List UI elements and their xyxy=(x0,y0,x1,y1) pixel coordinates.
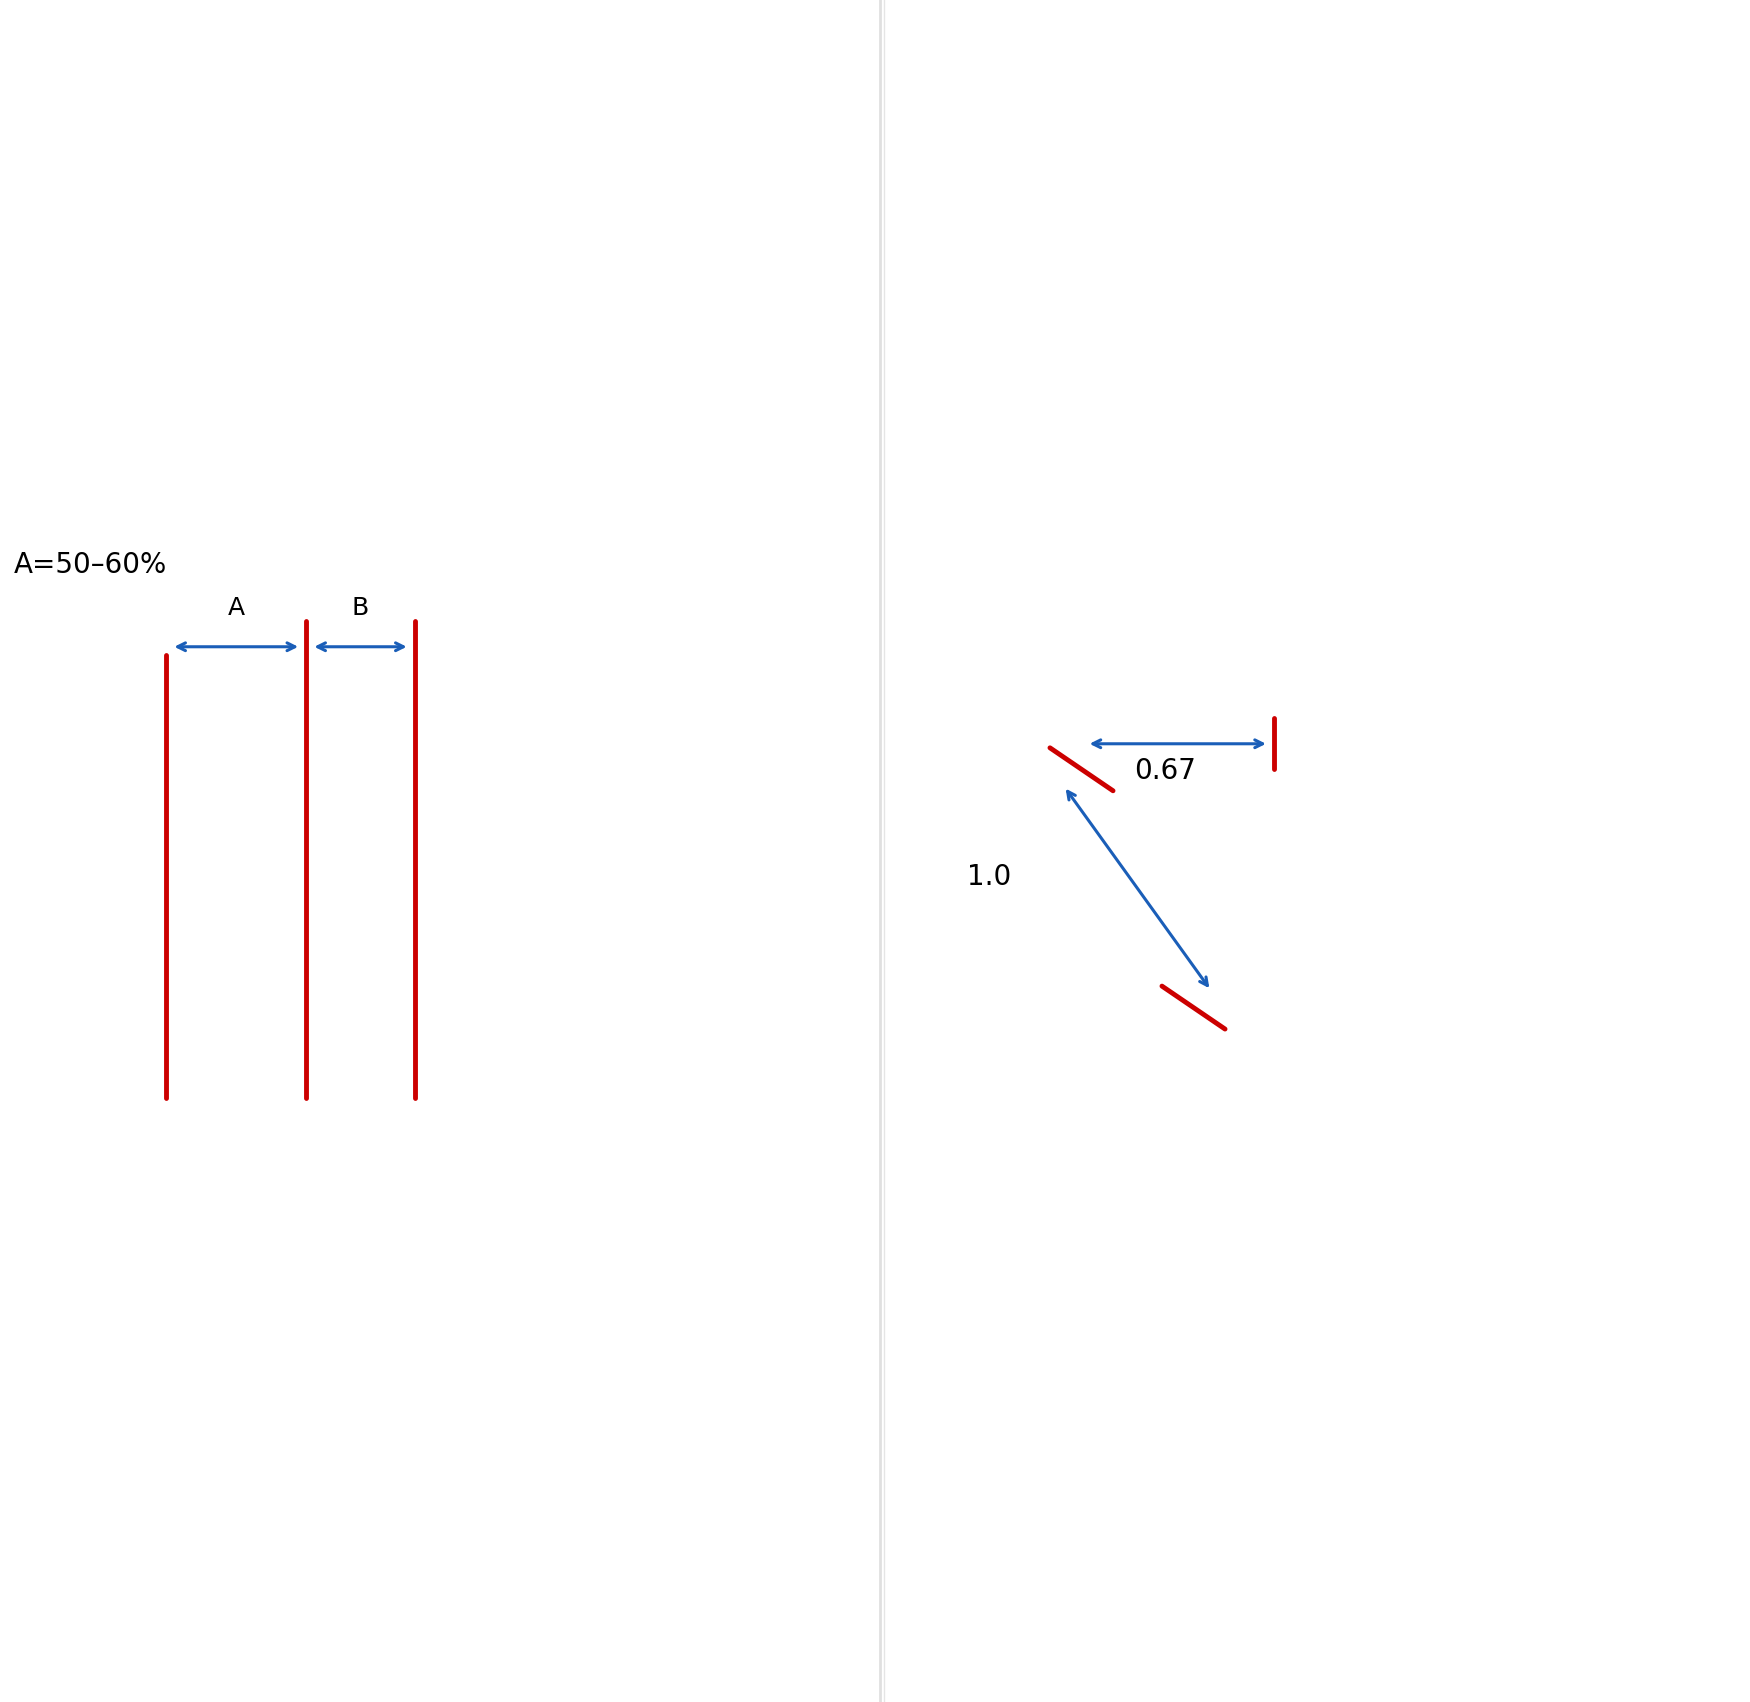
Text: A: A xyxy=(228,596,245,620)
Text: 0.67: 0.67 xyxy=(1134,757,1197,785)
Text: 1.0: 1.0 xyxy=(966,863,1012,890)
Text: A=50–60%: A=50–60% xyxy=(14,551,168,579)
Text: B: B xyxy=(352,596,369,620)
